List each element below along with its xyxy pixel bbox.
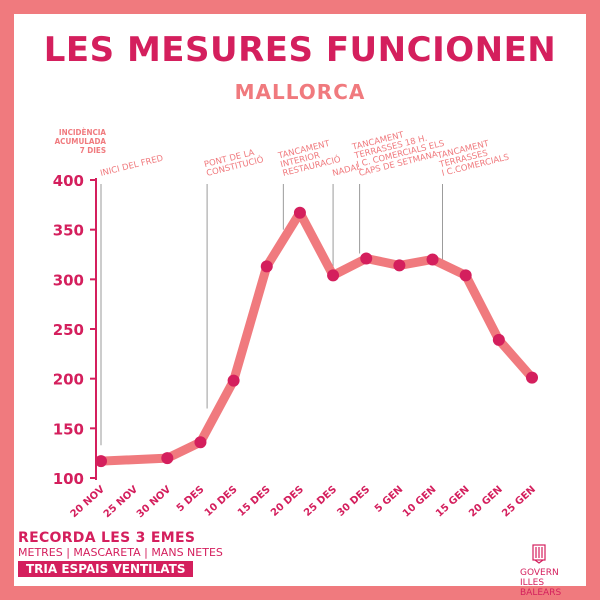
x-tick-label: 25 GEN	[500, 484, 538, 519]
incidence-series-line	[96, 208, 537, 466]
x-tick-label: 10 GEN	[401, 484, 439, 519]
data-point	[426, 253, 439, 266]
annotation-label-line: INICI DEL FRED	[99, 153, 165, 178]
y-tick-label: 200	[53, 371, 84, 389]
footer-banner: TRIA ESPAIS VENTILATS	[18, 561, 194, 577]
data-point	[227, 374, 240, 387]
data-point	[327, 269, 340, 282]
y-tick-label: 300	[53, 271, 84, 289]
data-point	[260, 260, 273, 273]
x-tick-label: 10 DES	[203, 484, 240, 519]
govern-logo: GOVERN ILLES BALEARS	[520, 544, 590, 598]
y-tick-label: 150	[53, 420, 84, 438]
annotation-label: TANCAMENTTERRASSESI C.COMERCIALS	[435, 135, 510, 179]
page-subtitle: MALLORCA	[234, 80, 366, 104]
footer-title: RECORDA LES 3 EMES	[18, 530, 196, 546]
x-tick-label: 25 DES	[302, 484, 339, 519]
data-point	[293, 206, 306, 219]
data-point	[161, 452, 174, 465]
page-title: LES MESURES FUNCIONEN	[43, 30, 557, 70]
data-point	[459, 269, 472, 282]
data-point	[360, 252, 373, 265]
x-tick-label: 30 NOV	[135, 484, 174, 520]
data-point	[95, 455, 107, 468]
x-tick-label: 20 GEN	[467, 484, 505, 519]
x-tick-label: 15 DES	[236, 484, 273, 519]
x-tick-label: 20 DES	[269, 484, 306, 519]
y-tick-label: 350	[53, 222, 84, 240]
footer-subtitle: METRES | MASCARETA | MANS NETES	[18, 546, 223, 559]
annotation-label: PONT DE LACONSTITUCIÓ	[203, 146, 265, 179]
annotation-label: INICI DEL FRED	[99, 153, 165, 178]
x-tick-label: 20 NOV	[69, 484, 108, 520]
x-tick-label: 15 GEN	[434, 484, 472, 519]
y-axis-label: INCIDÈNCIA ACUMULADA 7 DIES	[54, 128, 106, 155]
y-tick-label: 400	[53, 172, 84, 190]
x-tick-label: 5 DES	[175, 484, 207, 514]
data-point	[526, 371, 538, 384]
annotation-label: TANCAMENTTERRASSES 18 H.I C. COMERCIALS …	[350, 121, 447, 179]
logo-text: GOVERN ILLES BALEARS	[520, 568, 562, 598]
y-tick-label: 250	[53, 321, 84, 339]
x-tick-label: 30 DES	[335, 484, 372, 519]
data-point	[194, 436, 207, 449]
government-emblem-icon	[532, 544, 546, 564]
x-tick-label: 5 GEN	[373, 484, 406, 515]
y-tick-label: 100	[53, 470, 84, 488]
x-tick-label: 25 NOV	[102, 484, 141, 520]
data-point	[492, 333, 505, 346]
data-point	[393, 259, 406, 272]
